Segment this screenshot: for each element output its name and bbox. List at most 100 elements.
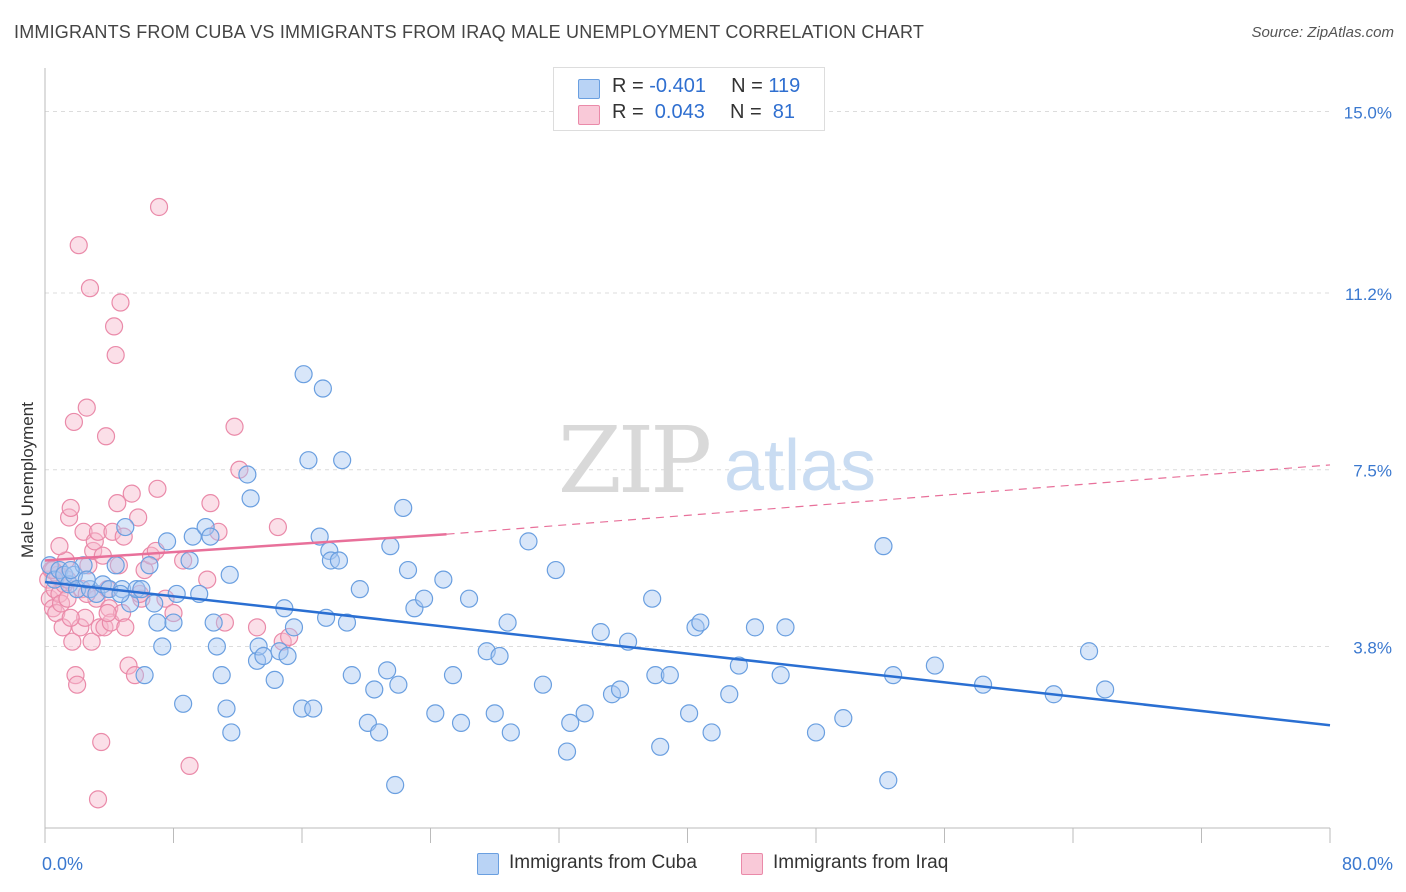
trend-lines bbox=[44, 464, 1331, 727]
cuba-point-20 bbox=[148, 613, 167, 632]
legend-r-value: -0.401 bbox=[649, 75, 706, 97]
y-tick-label-1: 7.5% bbox=[1353, 462, 1392, 481]
x-tick-label-0: 0.0% bbox=[42, 854, 83, 874]
iraq-point-20 bbox=[71, 618, 90, 637]
cuba-point-83 bbox=[533, 675, 553, 694]
cuba-point-46 bbox=[284, 618, 304, 637]
watermark: ZIP atlas bbox=[558, 407, 876, 514]
iraq-point-58 bbox=[164, 603, 183, 623]
legend-swatch-iraq bbox=[578, 105, 600, 125]
cuba-point-95 bbox=[660, 666, 679, 685]
cuba-point-30 bbox=[201, 527, 220, 546]
cuba-point-72 bbox=[426, 704, 445, 723]
trendline-iraq-dashed bbox=[446, 464, 1331, 535]
iraq-point-75 bbox=[98, 603, 117, 623]
y-tick-label-3: 15.0% bbox=[1344, 103, 1392, 122]
cuba-point-49 bbox=[299, 451, 318, 470]
cuba-point-114 bbox=[1096, 680, 1115, 699]
grid-lines bbox=[45, 110, 1330, 647]
iraq-point-18 bbox=[68, 675, 87, 694]
watermark-zip: ZIP bbox=[558, 407, 709, 514]
series-cuba-points bbox=[40, 365, 1115, 795]
cuba-point-19 bbox=[145, 594, 164, 613]
cuba-point-62 bbox=[365, 680, 384, 699]
tick-labels: 3.8% 7.5% 11.2% 15.0% 0.0% 80.0% bbox=[42, 103, 1393, 874]
cuba-point-32 bbox=[207, 637, 226, 656]
cuba-point-82 bbox=[519, 532, 538, 551]
cuba-point-24 bbox=[167, 584, 186, 604]
iraq-point-26 bbox=[80, 279, 100, 298]
cuba-point-100 bbox=[720, 685, 739, 704]
axes bbox=[44, 68, 1331, 843]
trendline-cuba bbox=[44, 580, 1331, 727]
cuba-point-70 bbox=[405, 599, 424, 618]
cuba-point-41 bbox=[254, 646, 273, 666]
cuba-point-107 bbox=[874, 537, 893, 556]
cuba-point-35 bbox=[220, 565, 239, 584]
cuba-point-21 bbox=[153, 637, 172, 656]
cuba-point-106 bbox=[834, 709, 853, 728]
bottom-legend-swatch-iraq bbox=[741, 853, 763, 875]
iraq-point-48 bbox=[119, 656, 138, 675]
y-tick-label-2: 11.2% bbox=[1345, 285, 1392, 304]
trendline-iraq-solid bbox=[44, 532, 447, 562]
cuba-point-51 bbox=[310, 527, 329, 546]
cuba-point-73 bbox=[434, 570, 453, 589]
legend-box: R = -0.401 N = 119 R = 0.043 N = 81 bbox=[553, 67, 825, 131]
cuba-point-80 bbox=[498, 613, 517, 632]
iraq-point-47 bbox=[116, 618, 135, 637]
cuba-point-74 bbox=[443, 666, 463, 685]
iraq-point-23 bbox=[76, 608, 95, 627]
iraq-point-43 bbox=[108, 494, 127, 513]
cuba-point-58 bbox=[337, 613, 357, 632]
legend-r-label: R = bbox=[612, 75, 644, 97]
cuba-point-99 bbox=[702, 723, 721, 742]
iraq-point-42 bbox=[106, 345, 125, 365]
y-axis-label-wrap: Male Unemployment bbox=[16, 370, 40, 590]
cuba-point-60 bbox=[350, 580, 369, 599]
cuba-point-102 bbox=[745, 618, 765, 637]
iraq-point-41 bbox=[104, 317, 124, 336]
cuba-point-45 bbox=[278, 646, 297, 666]
cuba-point-68 bbox=[394, 498, 413, 518]
iraq-point-51 bbox=[129, 508, 148, 527]
bottom-legend-swatch-cuba bbox=[477, 853, 499, 875]
cuba-point-94 bbox=[651, 737, 670, 756]
cuba-point-31 bbox=[204, 613, 223, 632]
cuba-point-81 bbox=[501, 723, 520, 742]
iraq-point-15 bbox=[63, 632, 82, 651]
series-iraq-points bbox=[39, 197, 299, 809]
watermark-atlas: atlas bbox=[724, 426, 876, 506]
cuba-point-40 bbox=[249, 637, 268, 656]
cuba-point-118 bbox=[132, 580, 151, 599]
x-tick-label-1: 80.0% bbox=[1342, 854, 1393, 874]
cuba-point-23 bbox=[164, 613, 183, 632]
cuba-point-110 bbox=[925, 656, 944, 675]
iraq-point-55 bbox=[148, 479, 167, 498]
cuba-point-75 bbox=[451, 713, 471, 733]
legend-n-label: N = bbox=[729, 101, 762, 123]
cuba-point-26 bbox=[180, 551, 199, 570]
legend-n-value: 119 bbox=[768, 75, 801, 97]
cuba-point-69 bbox=[398, 560, 418, 580]
cuba-point-78 bbox=[485, 704, 504, 723]
cuba-point-50 bbox=[304, 699, 323, 718]
iraq-point-45 bbox=[111, 293, 130, 312]
iraq-point-36 bbox=[96, 427, 116, 446]
cuba-point-66 bbox=[386, 775, 405, 795]
iraq-point-56 bbox=[149, 197, 169, 217]
cuba-point-37 bbox=[238, 465, 257, 484]
iraq-point-32 bbox=[90, 618, 109, 637]
cuba-point-116 bbox=[77, 570, 96, 589]
cuba-point-34 bbox=[217, 699, 236, 718]
cuba-point-27 bbox=[183, 527, 202, 546]
cuba-point-113 bbox=[1079, 642, 1099, 661]
cuba-point-48 bbox=[294, 365, 313, 384]
iraq-point-74 bbox=[61, 608, 80, 627]
cuba-point-92 bbox=[643, 589, 662, 608]
cuba-point-85 bbox=[557, 742, 577, 761]
iraq-point-12 bbox=[58, 589, 77, 608]
cuba-point-101 bbox=[729, 656, 749, 675]
cuba-point-84 bbox=[546, 560, 565, 580]
cuba-point-105 bbox=[806, 723, 826, 742]
